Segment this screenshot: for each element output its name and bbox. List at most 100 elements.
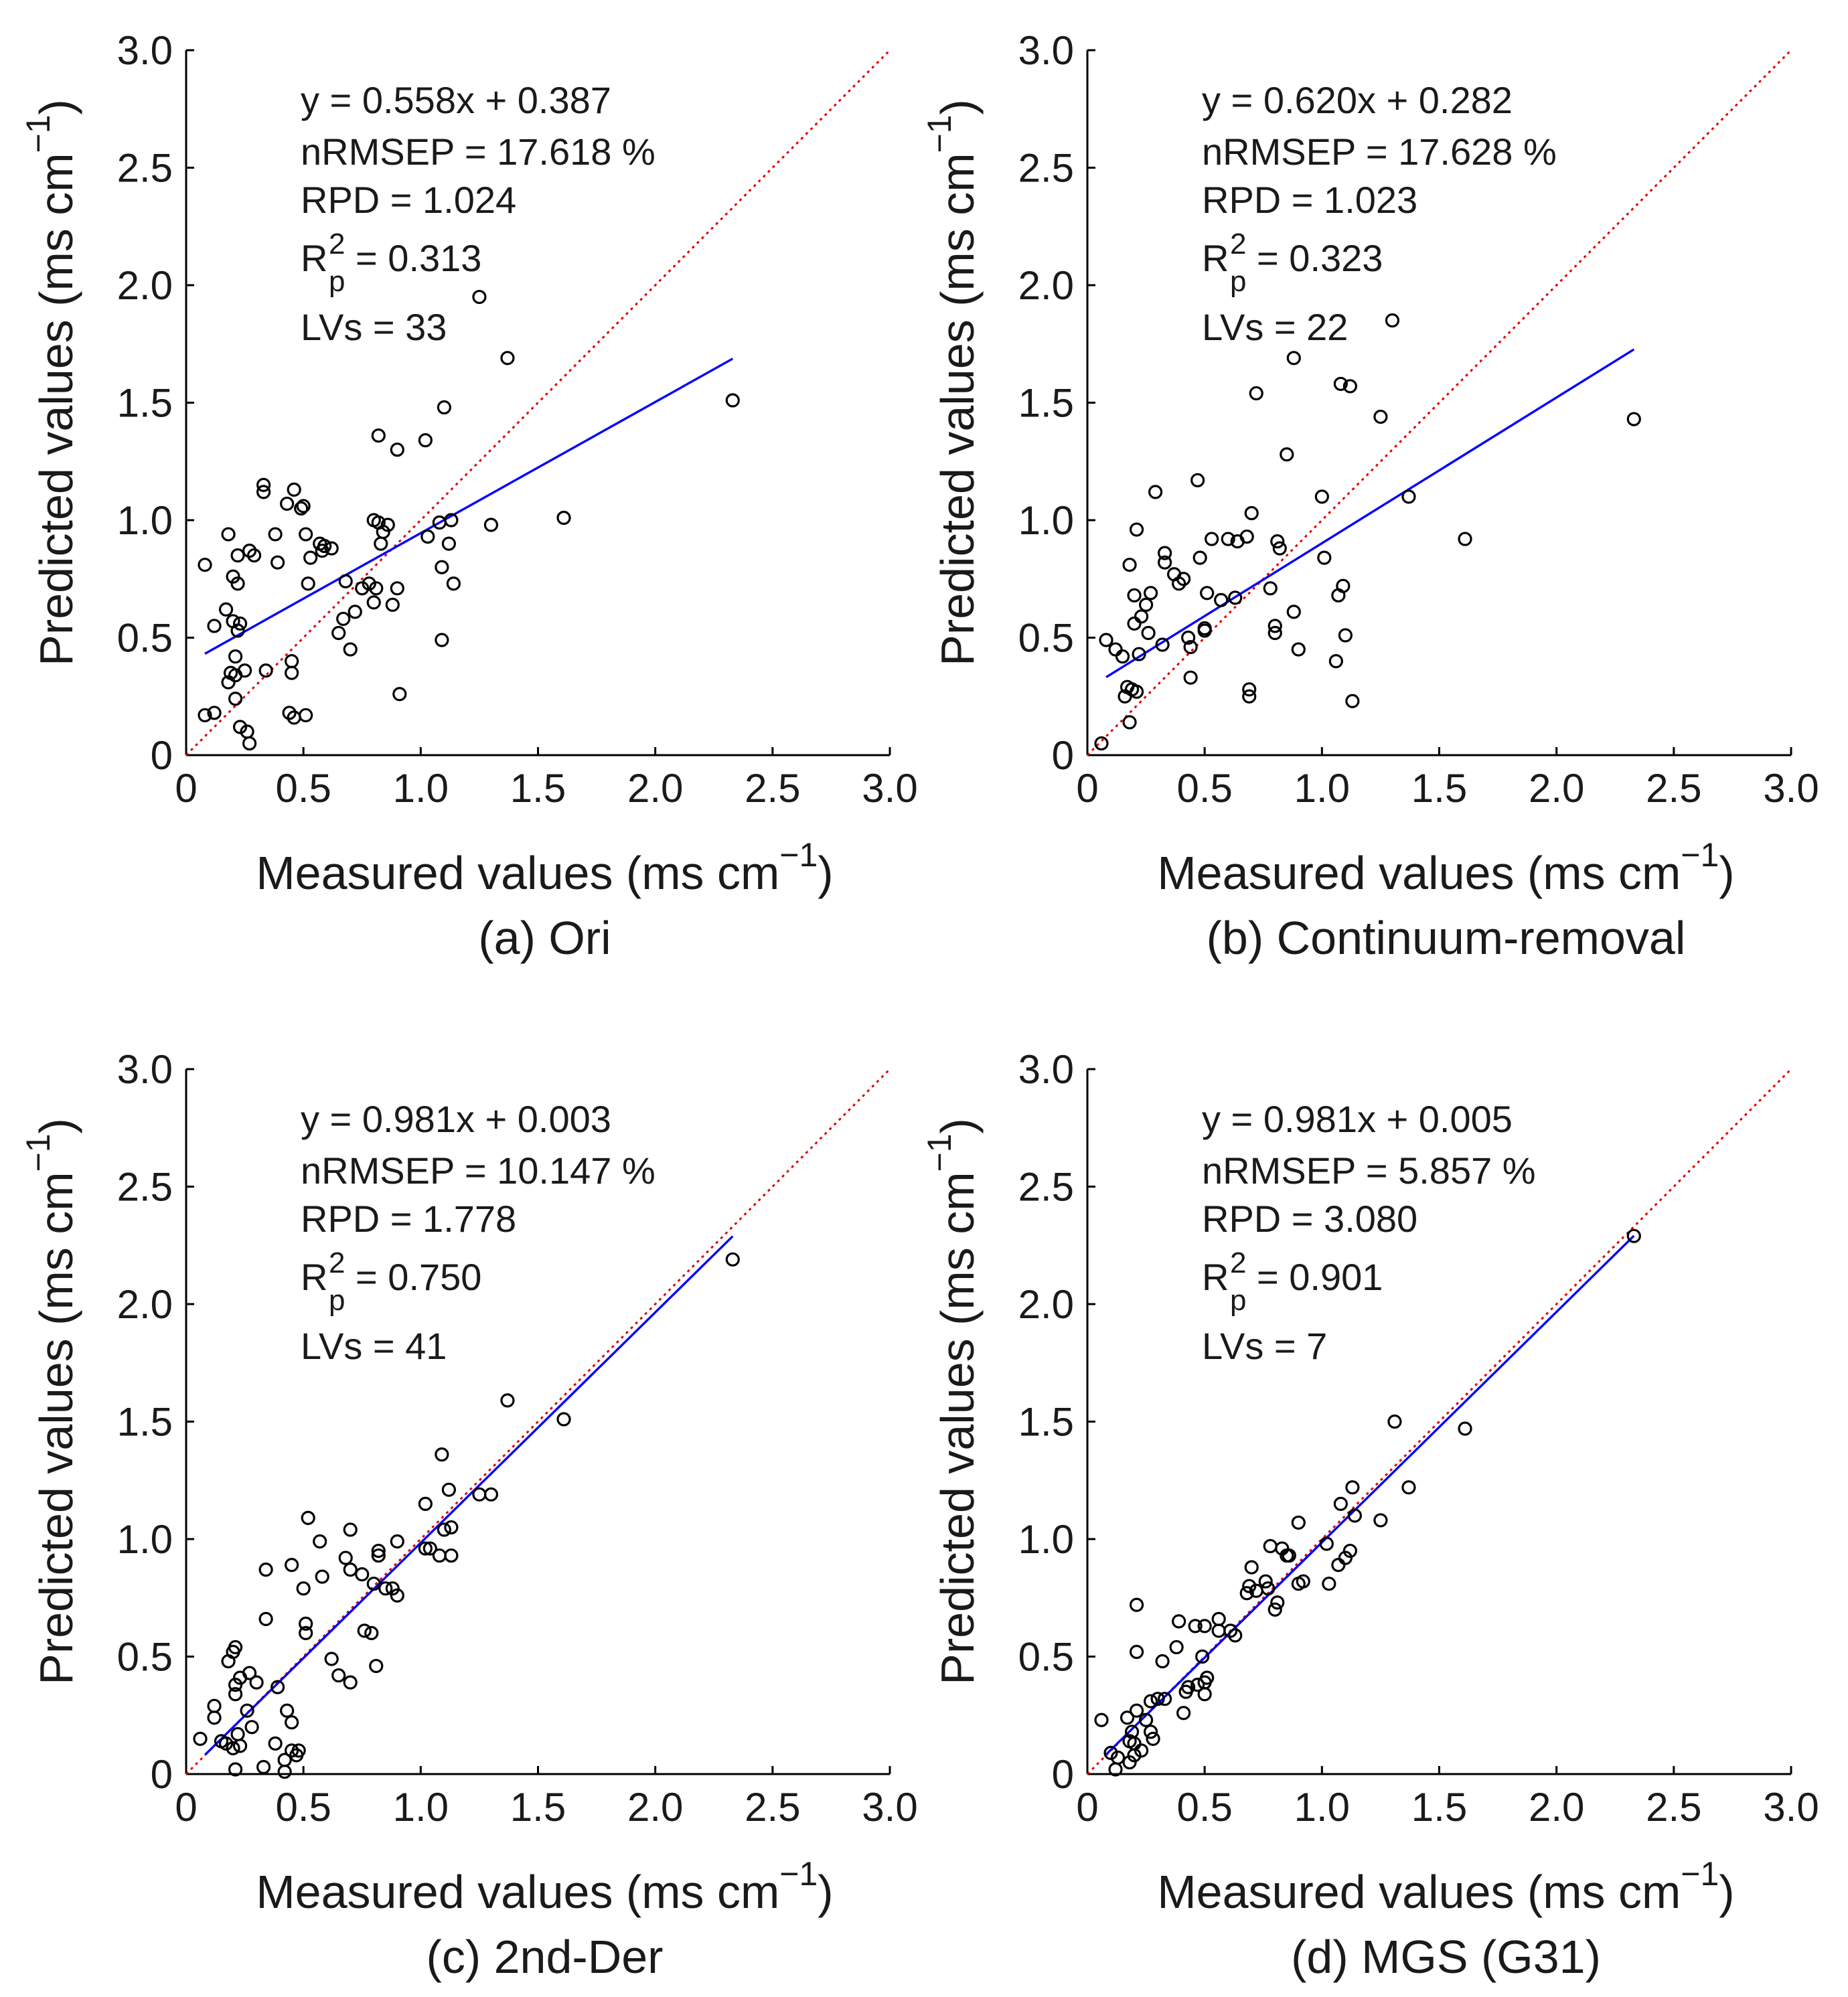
- y-tick-label: 1.0: [1018, 498, 1074, 543]
- data-point: [296, 1581, 311, 1596]
- x-axis-label: Measured values (ms cm−1): [256, 836, 833, 899]
- x-tick-label: 2.5: [745, 766, 800, 811]
- data-point: [221, 527, 236, 542]
- data-point: [1342, 379, 1357, 394]
- stats-r2: R2 p = 0.750: [301, 1247, 481, 1317]
- data-point: [324, 1652, 339, 1666]
- stats-lvs: LVs = 22: [1202, 306, 1348, 348]
- data-point: [369, 581, 384, 596]
- r2-subscript: p: [329, 265, 345, 298]
- data-point: [198, 558, 212, 572]
- y-tick-label: 0: [151, 733, 173, 778]
- data-point: [1345, 1480, 1360, 1495]
- r2-base: R: [1202, 1256, 1229, 1298]
- data-point: [435, 560, 449, 574]
- stats-r2: R2 p = 0.901: [1202, 1247, 1383, 1317]
- x-label-exponent: −1: [779, 836, 818, 874]
- r2-superscript: 2: [329, 228, 345, 260]
- data-point: [331, 625, 346, 641]
- y-tick-label: 1.0: [1018, 1517, 1074, 1562]
- y-axis-label: Predicted values (ms cm−1): [19, 1118, 82, 1685]
- data-point: [301, 576, 315, 591]
- data-point: [226, 569, 240, 584]
- data-point: [1200, 1670, 1215, 1685]
- data-point: [1205, 532, 1219, 546]
- x-tick-label: 1.0: [1294, 1785, 1350, 1830]
- data-point: [331, 1668, 346, 1683]
- stats-equation: y = 0.981x + 0.003: [301, 1098, 611, 1140]
- x-label-close: ): [818, 1866, 833, 1918]
- data-point: [240, 1703, 254, 1718]
- data-point: [1129, 522, 1144, 537]
- stats-equation: y = 0.620x + 0.282: [1202, 79, 1513, 121]
- data-point: [369, 1658, 384, 1674]
- data-point: [291, 1743, 306, 1758]
- data-point: [437, 400, 451, 415]
- data-point: [207, 706, 222, 720]
- data-point: [299, 1616, 313, 1631]
- data-point: [355, 1567, 370, 1582]
- data-point: [435, 633, 449, 647]
- y-tick-label: 2.0: [117, 263, 173, 308]
- data-point: [371, 428, 386, 443]
- y-label-exponent: −1: [921, 1133, 958, 1172]
- data-point: [1401, 1480, 1416, 1495]
- y-label-close: ): [30, 99, 82, 114]
- x-tick-label: 0.5: [1176, 766, 1232, 811]
- y-tick-label: 1.5: [1018, 381, 1074, 426]
- data-point: [1296, 1574, 1310, 1589]
- data-point: [338, 1550, 353, 1565]
- data-point: [1331, 1558, 1346, 1573]
- data-point: [1197, 1687, 1212, 1702]
- y-label-exponent: −1: [19, 114, 57, 153]
- data-point: [1280, 447, 1294, 462]
- data-point: [556, 1412, 571, 1427]
- data-point: [357, 1623, 372, 1638]
- x-label-exponent: −1: [779, 1855, 818, 1893]
- data-point: [422, 1541, 437, 1556]
- data-point: [1158, 555, 1172, 570]
- data-point: [500, 351, 515, 366]
- data-point: [1190, 1678, 1205, 1692]
- data-point: [1626, 1228, 1641, 1243]
- r2-superscript: 2: [1230, 228, 1246, 260]
- y-tick-label: 0: [1052, 733, 1074, 778]
- data-point: [256, 477, 271, 492]
- data-point: [1141, 625, 1156, 641]
- data-point: [1291, 642, 1306, 657]
- data-point: [1169, 1640, 1184, 1655]
- data-point: [271, 1680, 285, 1694]
- data-point: [1148, 485, 1163, 499]
- data-point: [317, 539, 332, 554]
- x-axis-label: Measured values (ms cm−1): [1157, 836, 1734, 899]
- data-point: [1342, 1543, 1357, 1559]
- data-point: [299, 1625, 313, 1640]
- data-point: [1118, 689, 1132, 704]
- x-tick-label: 1.5: [510, 766, 566, 811]
- panel-caption: (c) 2nd-Der: [427, 1931, 664, 1983]
- x-tick-label: 0: [175, 1785, 197, 1830]
- panel-caption: (d) MGS (G31): [1291, 1931, 1601, 1983]
- data-point: [1155, 1654, 1170, 1669]
- data-point: [1172, 1614, 1186, 1629]
- data-point: [385, 597, 400, 612]
- data-point: [1322, 1577, 1336, 1591]
- data-point: [1138, 597, 1154, 612]
- data-point: [1275, 1541, 1290, 1556]
- data-point: [1242, 682, 1257, 697]
- y-tick-label: 2.0: [1018, 1282, 1074, 1327]
- panel-caption: (b) Continuum-removal: [1207, 912, 1686, 964]
- data-point: [1401, 489, 1416, 504]
- data-point: [246, 548, 262, 563]
- data-point: [228, 1687, 243, 1702]
- y-tick-label: 0: [151, 1752, 173, 1797]
- data-point: [1197, 1619, 1212, 1633]
- data-point: [226, 1741, 240, 1755]
- x-tick-label: 1.0: [1294, 766, 1350, 811]
- data-point: [232, 720, 248, 734]
- data-point: [1172, 576, 1186, 591]
- data-point: [1338, 1550, 1353, 1565]
- y-axis-label: Predicted values (ms cm−1): [921, 99, 984, 666]
- data-point: [280, 1703, 295, 1718]
- x-tick-label: 1.0: [393, 766, 449, 811]
